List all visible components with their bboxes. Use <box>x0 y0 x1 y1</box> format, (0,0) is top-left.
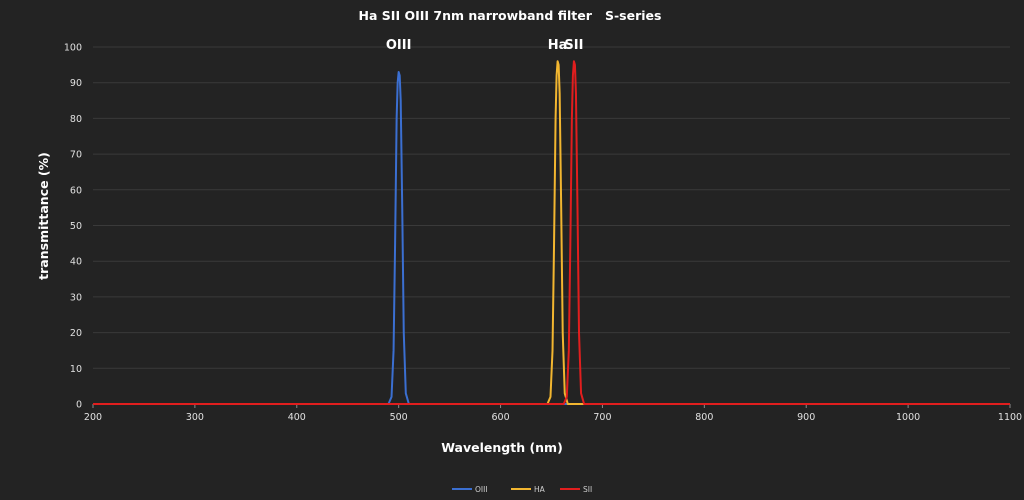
chart-title: Ha SII OIII 7nm narrowband filter S-seri… <box>359 8 662 23</box>
annotation-sii: SII <box>564 38 583 53</box>
x-tick-label: 700 <box>593 412 611 423</box>
y-tick-label: 20 <box>70 328 82 339</box>
y-tick-labels: 0 10 20 30 40 50 60 70 80 90 100 <box>64 43 82 411</box>
y-axis-title: transmittance (%) <box>36 152 51 280</box>
x-tick-labels: 200 300 400 500 600 700 800 900 1000 1100 <box>84 412 1022 423</box>
annotation-ha: Ha <box>548 38 568 53</box>
x-tick-label: 900 <box>797 412 815 423</box>
x-tick-label: 1000 <box>896 412 920 423</box>
x-tick-label: 1100 <box>998 412 1022 423</box>
y-tick-label: 70 <box>70 150 82 161</box>
legend: OIII HA SII <box>452 485 592 494</box>
y-tick-label: 0 <box>76 400 82 411</box>
legend-label-oiii: OIII <box>475 485 488 494</box>
y-tick-label: 80 <box>70 114 82 125</box>
series-lines <box>93 60 1010 405</box>
annotation-oiii: OIII <box>386 38 412 53</box>
series-line-sii <box>93 60 1010 405</box>
y-tick-label: 100 <box>64 43 82 54</box>
y-tick-label: 50 <box>70 221 82 232</box>
y-tick-label: 30 <box>70 292 82 303</box>
y-tick-label: 40 <box>70 257 82 268</box>
x-tick-label: 400 <box>288 412 306 423</box>
x-tick-label: 500 <box>390 412 408 423</box>
y-tick-label: 10 <box>70 364 82 375</box>
y-tick-label: 60 <box>70 185 82 196</box>
legend-label-sii: SII <box>583 485 592 494</box>
x-tick-label: 600 <box>491 412 509 423</box>
y-tick-label: 90 <box>70 78 82 89</box>
series-line-oiii <box>93 70 1010 405</box>
x-tick-label: 800 <box>695 412 713 423</box>
series-line-ha <box>93 60 1010 405</box>
legend-label-ha: HA <box>534 485 546 494</box>
x-tick-label: 300 <box>186 412 204 423</box>
x-axis-title: Wavelength (nm) <box>441 440 563 455</box>
x-tick-label: 200 <box>84 412 102 423</box>
gridlines <box>93 46 1010 369</box>
